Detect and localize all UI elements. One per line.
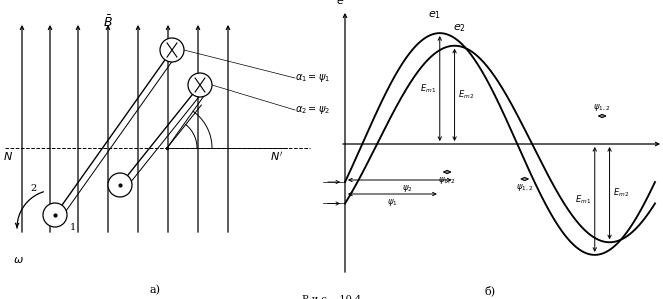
Text: $e$: $e$ <box>336 0 344 6</box>
Circle shape <box>43 203 67 227</box>
Text: $\psi_{1,2}$: $\psi_{1,2}$ <box>438 175 456 186</box>
Circle shape <box>108 173 132 197</box>
Text: $E_{m2}$: $E_{m2}$ <box>457 89 474 101</box>
Text: 2: 2 <box>30 184 37 193</box>
Text: $\psi_2$: $\psi_2$ <box>402 183 413 194</box>
Text: $\psi_{1,2}$: $\psi_{1,2}$ <box>593 102 611 113</box>
Text: $\alpha_1=\psi_1$: $\alpha_1=\psi_1$ <box>295 72 330 84</box>
Circle shape <box>160 38 184 62</box>
Text: 1: 1 <box>70 223 76 232</box>
Text: $E_{m1}$: $E_{m1}$ <box>420 82 436 95</box>
Text: $e_2$: $e_2$ <box>453 22 466 34</box>
Text: Р и с .  10.4: Р и с . 10.4 <box>302 295 361 299</box>
Text: $\psi_1$: $\psi_1$ <box>387 197 398 208</box>
Text: $N'$: $N'$ <box>270 150 283 163</box>
Text: $E_{m2}$: $E_{m2}$ <box>613 187 629 199</box>
Text: $\omega$: $\omega$ <box>13 255 23 265</box>
Text: $\bar{B}$: $\bar{B}$ <box>103 14 113 30</box>
Text: а): а) <box>149 285 160 295</box>
Circle shape <box>188 73 212 97</box>
Text: $N$: $N$ <box>3 150 13 162</box>
Text: $e_1$: $e_1$ <box>428 9 442 21</box>
Text: $\psi_{1,2}$: $\psi_{1,2}$ <box>516 182 533 193</box>
Text: $\alpha_2=\psi_2$: $\alpha_2=\psi_2$ <box>295 104 330 116</box>
Text: б): б) <box>485 285 495 296</box>
Text: $E_{m1}$: $E_{m1}$ <box>575 193 591 206</box>
